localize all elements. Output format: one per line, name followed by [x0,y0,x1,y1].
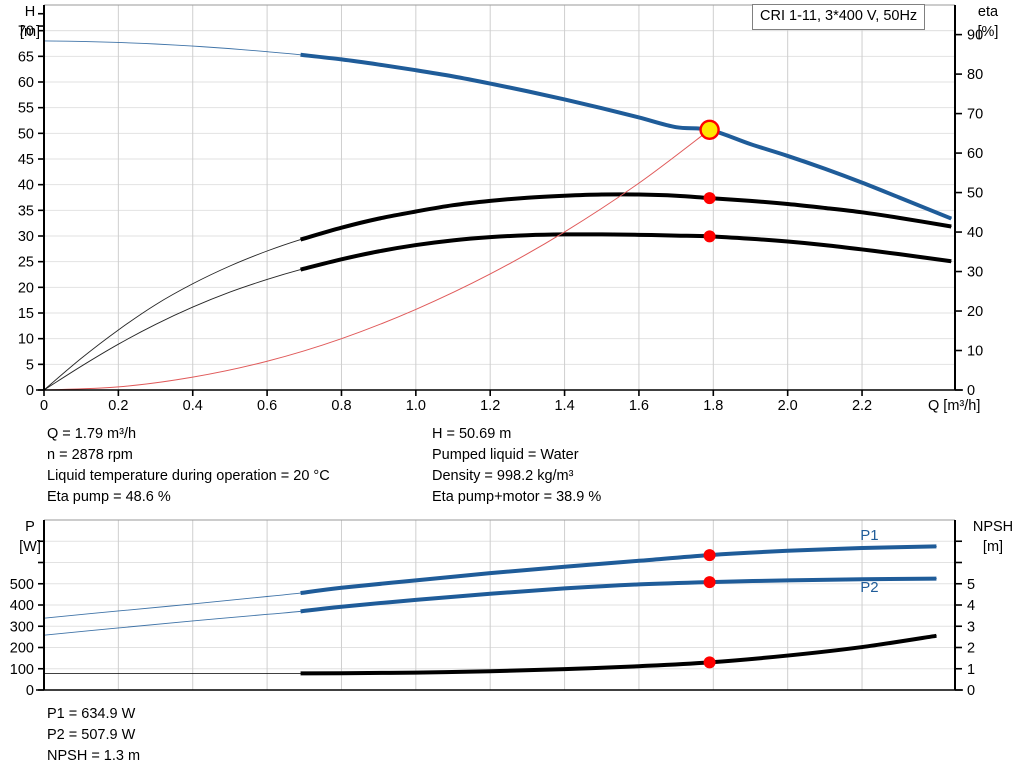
y-tick-label-left: 60 [18,75,34,91]
info-line-q: Q = 1.79 m³/h [47,426,137,442]
y-tick-label-left: 20 [18,280,34,296]
y-tick-label-right: 90 [967,28,983,44]
plot-background [44,5,955,390]
y-tick-label-left: 50 [18,126,34,142]
x-tick-label: 1.6 [629,398,649,414]
y-tick-label-right: 50 [967,186,983,202]
x-tick-label: 1.4 [554,398,574,414]
duty-point-marker [699,119,720,140]
x-axis-title: Q [m³/h] [928,398,980,414]
y-tick-label-left: 100 [10,662,34,678]
power-npsh-chart: 0 100 200 300 400 500 0 1 2 3 4 5 P [W] NPSH [m] P1 P2 [10,519,1013,699]
curve-p2-solid [300,576,937,614]
y-tick-label-right: 5 [967,577,975,593]
y-tick-label-left: 300 [10,619,34,635]
y-tick-label-left: 10 [18,332,34,348]
npsh-duty-point-marker [703,656,716,669]
chart-title-label: CRI 1-11, 3*400 V, 50Hz [760,8,918,24]
info-top-left-column: Q = 1.79 m³/h n = 2878 rpm Liquid temper… [47,424,330,508]
x-tick-label: 0.2 [108,398,128,414]
y-axis-unit-right: [m] [983,539,1003,555]
curve-h-curve-head--solid [300,52,953,221]
y-tick-label-left: 500 [10,577,34,593]
y-tick-label-right: 60 [967,146,983,162]
curve-npsh-solid [300,633,937,676]
y-tick-label-left: 35 [18,203,34,219]
y-tick-label-left: 15 [18,306,34,322]
x-tick-label: 1.2 [480,398,500,414]
y-tick-label-right: 0 [967,383,975,399]
y-tick-label-right: 70 [967,107,983,123]
info-line-p2: P2 = 507.9 W [47,727,136,743]
y-tick-label-left: 65 [18,49,34,65]
y-tick-label-right: 80 [967,67,983,83]
p1-duty-point-marker [703,549,716,562]
y-tick-label-left: 200 [10,641,34,657]
info-line-h: H = 50.69 m [432,426,512,442]
y-tick-label-left: 0 [26,683,34,699]
x-tick-label: 0.8 [331,398,351,414]
y-tick-label-left: 0 [26,383,34,399]
info-line-eta-pump: Eta pump = 48.6 % [47,489,171,505]
y-tick-label-right: 30 [967,265,983,281]
y-tick-label-left: 25 [18,255,34,271]
y-axis-unit-left: [m] [20,24,40,40]
y-tick-label-right: 0 [967,683,975,699]
curve-p1-solid [300,544,937,596]
head-efficiency-chart: 0 5 10 15 20 25 30 35 40 45 50 55 60 65 70 0 10 20 30 40 50 6… [18,4,999,414]
info-line-npsh: NPSH = 1.3 m [47,748,141,764]
y-tick-label-left: 40 [18,178,34,194]
y-tick-label-left: 5 [26,357,34,373]
x-tick-label: 2.2 [852,398,872,414]
y-tick-label-right: 2 [967,641,975,657]
y-tick-label-right: 3 [967,619,975,635]
curve-label-p2: P2 [860,579,878,596]
y-tick-label-left: 45 [18,152,34,168]
x-tick-label: 1.0 [406,398,426,414]
gridlines [44,520,955,690]
info-line-p1: P1 = 634.9 W [47,706,136,722]
y-axis-title-right: NPSH [973,519,1013,535]
info-top-right-column: H = 50.69 m Pumped liquid = Water Densit… [432,424,601,508]
bottom-chart-group: 0 100 200 300 400 500 0 1 2 3 4 5 P [W] NPSH [m] P1 P2 [10,519,1013,699]
y-tick-label-right: 1 [967,662,975,678]
y-axis-unit-right: [%] [978,24,999,40]
x-tick-label: 2.0 [778,398,798,414]
top-chart-group: 0 5 10 15 20 25 30 35 40 45 50 55 60 65 70 0 10 20 30 40 50 6… [18,4,999,414]
x-tick-label: 1.8 [703,398,723,414]
y-tick-label-left: 30 [18,229,34,245]
y-axis-unit-left: [W] [19,539,41,555]
info-line-temperature: Liquid temperature during operation = 20… [47,468,330,484]
chart-title-box: CRI 1-11, 3*400 V, 50Hz [752,4,926,30]
curve-label-p1: P1 [860,527,878,544]
y-tick-label-left: 70 [18,24,34,40]
eta-pump-motor-point-marker [703,230,716,243]
y-tick-label-right: 40 [967,225,983,241]
y-tick-label-left: 400 [10,598,34,614]
y-tick-label-right: 4 [967,598,975,614]
x-tick-label: 0.6 [257,398,277,414]
curve-eta-pump-solid [300,192,952,242]
info-line-density: Density = 998.2 kg/m³ [432,468,574,484]
y-tick-label-left: 55 [18,101,34,117]
x-tick-label: 0 [40,398,48,414]
p2-duty-point-marker [703,576,716,589]
y-tick-label-right: 20 [967,304,983,320]
curve-eta-pump-motor-solid [300,232,952,272]
y-tick-label-right: 10 [967,344,983,360]
y-axis-title-left: H [25,4,35,20]
curve-system-curve-thin [43,129,711,391]
y-axis-title-left: P [25,519,35,535]
eta-pump-point-marker [703,192,716,205]
info-line-pumped-liquid: Pumped liquid = Water [432,447,579,463]
info-bottom-column: P1 = 634.9 W P2 = 507.9 W NPSH = 1.3 m [47,704,140,767]
y-axis-title-right: eta [978,4,999,20]
info-line-n: n = 2878 rpm [47,447,133,463]
x-tick-label: 0.4 [183,398,203,414]
info-line-eta-pump-motor: Eta pump+motor = 38.9 % [432,489,602,505]
